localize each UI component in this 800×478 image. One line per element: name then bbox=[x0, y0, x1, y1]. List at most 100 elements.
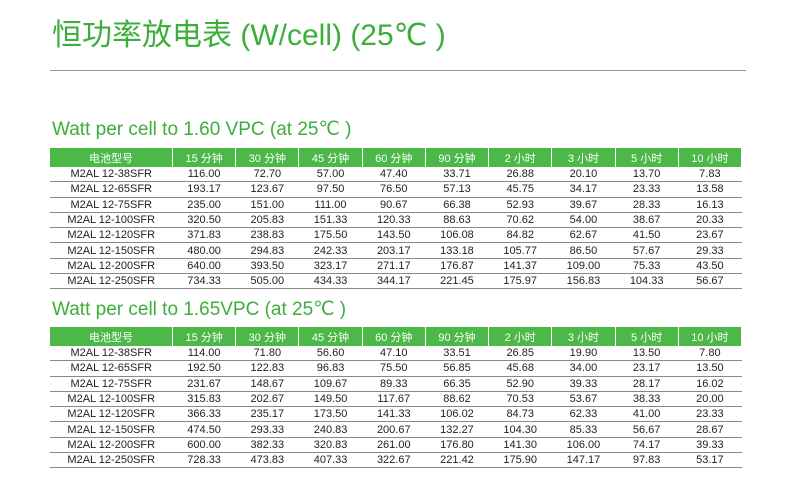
value-cell: 97.83 bbox=[615, 452, 679, 469]
value-cell: 56.60 bbox=[298, 346, 363, 362]
column-header: 10 小时 bbox=[678, 327, 743, 346]
model-cell: M2AL 12-65SFR bbox=[50, 181, 173, 198]
table-row: M2AL 12-120SFR 371.83 238.83 175.50 143.50 10… bbox=[50, 227, 742, 244]
value-cell: 106.00 bbox=[551, 437, 616, 454]
value-cell: 111.00 bbox=[298, 197, 363, 213]
value-cell: 293.33 bbox=[235, 421, 299, 438]
value-cell: 66.35 bbox=[425, 376, 489, 392]
value-cell: 203.17 bbox=[362, 242, 426, 259]
value-cell: 56.67 bbox=[678, 273, 742, 290]
model-cell: M2AL 12-120SFR bbox=[50, 406, 173, 423]
value-cell: 57.13 bbox=[425, 181, 489, 198]
value-cell: 71.80 bbox=[235, 346, 299, 362]
value-cell: 89.33 bbox=[362, 376, 426, 392]
value-cell: 90.67 bbox=[362, 197, 426, 213]
table-1-subtitle: Watt per cell to 1.60 VPC (at 25℃ ) bbox=[52, 119, 352, 140]
table-row: M2AL 12-200SFR 640.00 393.50 323.17 271.17 17… bbox=[50, 258, 742, 275]
value-cell: 39.33 bbox=[678, 437, 742, 454]
value-cell: 23.33 bbox=[678, 406, 742, 423]
value-cell: 344.17 bbox=[362, 273, 426, 290]
value-cell: 315.83 bbox=[172, 391, 236, 408]
value-cell: 70.53 bbox=[488, 391, 552, 408]
value-cell: 56.85 bbox=[425, 360, 489, 377]
value-cell: 70.62 bbox=[488, 212, 552, 229]
value-cell: 640.00 bbox=[172, 258, 236, 275]
column-header: 2 小时 bbox=[488, 148, 553, 167]
value-cell: 104.33 bbox=[615, 273, 679, 290]
table-row: M2AL 12-75SFR 235.00 151.00 111.00 90.67 66.3… bbox=[50, 197, 742, 213]
value-cell: 41.00 bbox=[615, 406, 679, 423]
value-cell: 52.90 bbox=[488, 376, 552, 392]
model-cell: M2AL 12-250SFR bbox=[50, 273, 173, 290]
value-cell: 29.33 bbox=[678, 242, 742, 259]
value-cell: 13.70 bbox=[615, 167, 679, 183]
value-cell: 57.00 bbox=[298, 167, 363, 183]
value-cell: 116.00 bbox=[172, 167, 236, 183]
column-header: 3 小时 bbox=[551, 327, 616, 346]
column-header: 5 小时 bbox=[615, 327, 679, 346]
table-row: M2AL 12-65SFR 192.50 122.83 96.83 75.50 56.85… bbox=[50, 360, 742, 377]
value-cell: 261.00 bbox=[362, 437, 426, 454]
model-cell: M2AL 12-38SFR bbox=[50, 167, 173, 183]
column-header: 90 分钟 bbox=[425, 148, 490, 167]
table-row: M2AL 12-150SFR 480.00 294.83 242.33 203.17 13… bbox=[50, 242, 742, 259]
value-cell: 141.30 bbox=[488, 437, 552, 454]
power-table-1-65vpc: 电池型号 15 分钟 30 分钟 45 分钟 60 分钟 90 分钟 2 小时 3 小时 5 小… bbox=[50, 327, 743, 469]
model-cell: M2AL 12-120SFR bbox=[50, 227, 173, 244]
value-cell: 104.30 bbox=[488, 421, 552, 438]
value-cell: 175.50 bbox=[298, 227, 363, 244]
divider bbox=[50, 70, 746, 71]
value-cell: 28.17 bbox=[615, 376, 679, 392]
model-cell: M2AL 12-200SFR bbox=[50, 258, 173, 275]
value-cell: 76.50 bbox=[362, 181, 426, 198]
value-cell: 175.90 bbox=[488, 452, 552, 469]
value-cell: 20.10 bbox=[551, 167, 616, 183]
value-cell: 19.90 bbox=[551, 346, 616, 362]
model-cell: M2AL 12-200SFR bbox=[50, 437, 173, 454]
value-cell: 54.00 bbox=[551, 212, 616, 229]
model-cell: M2AL 12-100SFR bbox=[50, 212, 173, 229]
table-row: M2AL 12-150SFR 474.50 293.33 240.83 200.67 13… bbox=[50, 421, 742, 438]
column-header: 3 小时 bbox=[551, 148, 616, 167]
value-cell: 173.50 bbox=[298, 406, 363, 423]
column-header: 60 分钟 bbox=[362, 327, 426, 346]
column-header: 10 小时 bbox=[678, 148, 743, 167]
value-cell: 20.33 bbox=[678, 212, 742, 229]
table-row: M2AL 12-38SFR 116.00 72.70 57.00 47.40 33.71 2… bbox=[50, 167, 742, 183]
column-header: 2 小时 bbox=[488, 327, 553, 346]
value-cell: 473.83 bbox=[235, 452, 299, 469]
value-cell: 13.50 bbox=[615, 346, 679, 362]
value-cell: 200.67 bbox=[362, 421, 426, 438]
value-cell: 28.33 bbox=[615, 197, 679, 213]
value-cell: 72.70 bbox=[235, 167, 299, 183]
value-cell: 221.45 bbox=[425, 273, 489, 290]
value-cell: 109.00 bbox=[551, 258, 616, 275]
page-title: 恒功率放电表 (W/cell) (25℃ ) bbox=[52, 19, 446, 52]
value-cell: 242.33 bbox=[298, 242, 363, 259]
column-header: 60 分钟 bbox=[362, 148, 426, 167]
model-cell: M2AL 12-65SFR bbox=[50, 360, 173, 377]
column-header: 15 分钟 bbox=[172, 148, 237, 167]
value-cell: 75.50 bbox=[362, 360, 426, 377]
model-cell: M2AL 12-150SFR bbox=[50, 242, 173, 259]
value-cell: 238.83 bbox=[235, 227, 299, 244]
column-header: 30 分钟 bbox=[235, 327, 300, 346]
column-header: 电池型号 bbox=[50, 327, 173, 346]
table-row: M2AL 12-250SFR 728.33 473.83 407.33 322.67 22… bbox=[50, 452, 742, 469]
value-cell: 26.85 bbox=[488, 346, 552, 362]
header-row: 电池型号 15 分钟 30 分钟 45 分钟 60 分钟 90 分钟 2 小时 3 小时 5 小… bbox=[50, 327, 743, 346]
value-cell: 192.50 bbox=[172, 360, 236, 377]
value-cell: 728.33 bbox=[172, 452, 236, 469]
value-cell: 371.83 bbox=[172, 227, 236, 244]
value-cell: 106.02 bbox=[425, 406, 489, 423]
value-cell: 56.67 bbox=[615, 421, 679, 438]
table-row: M2AL 12-250SFR 734.33 505.00 434.33 344.17 22… bbox=[50, 273, 742, 290]
value-cell: 240.83 bbox=[298, 421, 363, 438]
value-cell: 122.83 bbox=[235, 360, 299, 377]
value-cell: 143.50 bbox=[362, 227, 426, 244]
value-cell: 47.10 bbox=[362, 346, 426, 362]
value-cell: 221.42 bbox=[425, 452, 489, 469]
value-cell: 88.62 bbox=[425, 391, 489, 408]
value-cell: 147.17 bbox=[551, 452, 616, 469]
value-cell: 123.67 bbox=[235, 181, 299, 198]
